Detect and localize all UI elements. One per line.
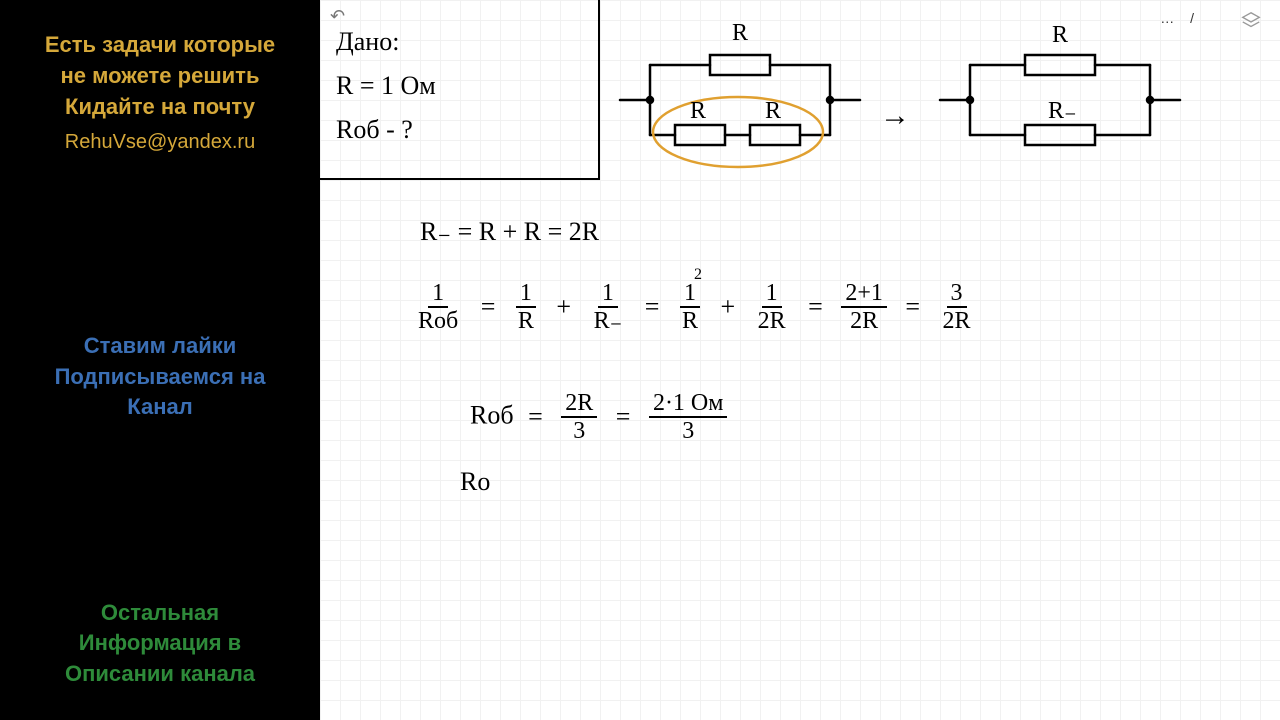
given-l1: R = 1 Ом [336, 64, 582, 108]
layers-icon[interactable] [1240, 10, 1262, 37]
given-box: Дано: R = 1 Ом Rоб - ? [320, 0, 600, 180]
sidebar-mid: Ставим лайки Подписываемся на Канал [10, 331, 310, 423]
sidebar-top-line3: Кидайте на почту [10, 92, 310, 123]
circuit1-label-bl: R [690, 98, 706, 124]
sidebar-top: Есть задачи которые не можете решить Кид… [10, 30, 310, 156]
sidebar-bot-line3: Описании канала [10, 659, 310, 690]
sidebar-email: RehuVse@yandex.ru [10, 128, 310, 156]
sidebar-bot-line2: Информация в [10, 628, 310, 659]
given-l2: Rоб - ? [336, 108, 582, 152]
circuit1-label-br: R [765, 98, 781, 124]
sidebar-mid-line2: Подписываемся на [10, 362, 310, 393]
sidebar-top-line2: не можете решить [10, 61, 310, 92]
whiteboard[interactable]: ↶ … / Дано: R = 1 Ом Rоб - ? [320, 0, 1280, 720]
equation-2: 1Rоб = 1R + 1R₋ = 1R + 12R = 2+12R = 32R [410, 280, 979, 335]
transform-arrow: → [880, 90, 910, 141]
equation-3: Rоб = 2R3 = 2·1 Ом3 [470, 390, 731, 445]
circuit-simplified: R R₋ [940, 20, 1180, 185]
sidebar-bot-line1: Остальная [10, 598, 310, 629]
equation-1: R₋ = R + R = 2R [420, 210, 599, 254]
circuit2-label-top: R [1052, 22, 1068, 48]
circuit2-label-bot: R₋ [1048, 98, 1077, 124]
sidebar-bot: Остальная Информация в Описании канала [10, 598, 310, 690]
equation-4: Rо [460, 460, 490, 504]
sidebar-top-line1: Есть задачи которые [10, 30, 310, 61]
sidebar-mid-line3: Канал [10, 392, 310, 423]
circuit-original: R R R [620, 20, 860, 185]
sidebar: Есть задачи которые не можете решить Кид… [0, 0, 320, 720]
circuit1-label-top: R [732, 20, 748, 46]
sidebar-mid-line1: Ставим лайки [10, 331, 310, 362]
given-title: Дано: [336, 20, 582, 64]
